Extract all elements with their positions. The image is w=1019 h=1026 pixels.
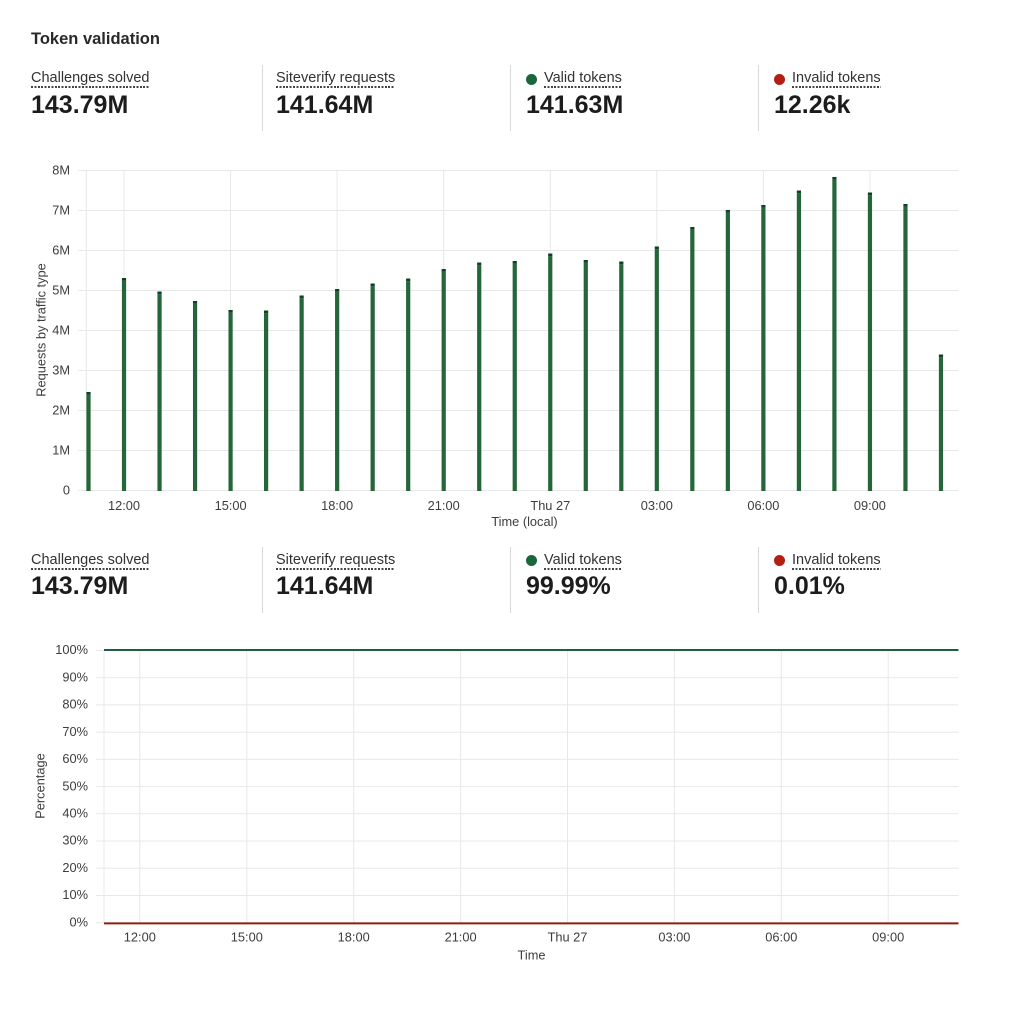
svg-text:0: 0 <box>63 483 70 498</box>
svg-text:7M: 7M <box>52 203 70 218</box>
svg-text:100%: 100% <box>55 642 88 657</box>
svg-text:Thu 27: Thu 27 <box>530 498 570 513</box>
svg-text:Percentage: Percentage <box>33 753 48 818</box>
svg-text:09:00: 09:00 <box>872 930 904 945</box>
svg-text:6M: 6M <box>52 243 70 258</box>
svg-text:Time: Time <box>518 948 546 963</box>
svg-text:3M: 3M <box>52 363 70 378</box>
svg-text:80%: 80% <box>62 697 88 712</box>
svg-text:21:00: 21:00 <box>445 930 477 945</box>
svg-text:03:00: 03:00 <box>658 930 690 945</box>
svg-text:1M: 1M <box>52 443 70 458</box>
svg-text:0%: 0% <box>70 914 89 929</box>
svg-text:06:00: 06:00 <box>765 930 797 945</box>
svg-text:5M: 5M <box>52 283 70 298</box>
svg-text:70%: 70% <box>62 724 88 739</box>
svg-text:Thu 27: Thu 27 <box>548 930 588 945</box>
svg-text:06:00: 06:00 <box>747 498 779 513</box>
svg-text:90%: 90% <box>62 669 88 684</box>
svg-text:20%: 20% <box>62 860 88 875</box>
svg-text:15:00: 15:00 <box>215 498 247 513</box>
svg-text:12:00: 12:00 <box>124 930 156 945</box>
svg-text:21:00: 21:00 <box>428 498 460 513</box>
svg-text:10%: 10% <box>62 887 88 902</box>
svg-text:Requests by traffic type: Requests by traffic type <box>34 263 49 397</box>
svg-text:18:00: 18:00 <box>338 930 370 945</box>
svg-text:15:00: 15:00 <box>231 930 263 945</box>
svg-text:50%: 50% <box>62 778 88 793</box>
svg-text:2M: 2M <box>52 403 70 418</box>
svg-text:30%: 30% <box>62 833 88 848</box>
svg-text:8M: 8M <box>52 163 70 178</box>
svg-text:03:00: 03:00 <box>641 498 673 513</box>
svg-text:40%: 40% <box>62 806 88 821</box>
svg-text:4M: 4M <box>52 323 70 338</box>
svg-text:12:00: 12:00 <box>108 498 140 513</box>
svg-text:09:00: 09:00 <box>854 498 886 513</box>
svg-text:Time (local): Time (local) <box>491 514 557 529</box>
svg-text:60%: 60% <box>62 751 88 766</box>
svg-text:18:00: 18:00 <box>321 498 353 513</box>
